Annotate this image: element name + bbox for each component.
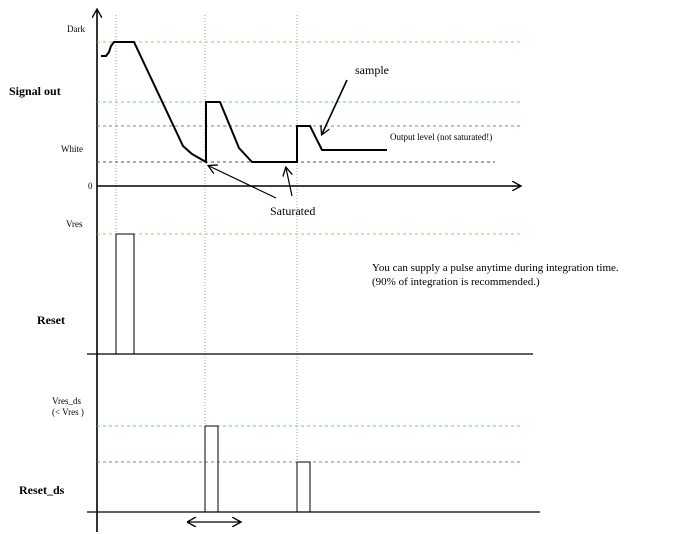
sample-arrow (322, 79, 348, 134)
reset-ds-pulse-1 (204, 425, 219, 512)
saturated-arrow-2 (286, 168, 293, 197)
output-level-label: Output level (not saturated!) (390, 132, 492, 142)
dark-label: Dark (67, 24, 85, 34)
vres-ds-label: Vres_ds (52, 396, 81, 406)
reset-ds-label: Reset_ds (19, 483, 65, 497)
note-line-2: (90% of integration is recommended.) (372, 276, 540, 288)
signal-waveform (101, 41, 387, 164)
sample-label: sample (355, 63, 389, 77)
saturated-arrow-1 (209, 166, 277, 199)
reset-ds-pulse-2 (296, 461, 311, 512)
vres-label: Vres (66, 219, 83, 229)
signal-out-label: Signal out (9, 84, 61, 98)
reset-pulse (115, 233, 135, 354)
vres-ds-note: (< Vres ) (52, 407, 84, 417)
zero-label: 0 (88, 181, 93, 191)
saturated-label: Saturated (270, 204, 315, 218)
note-line-1: You can supply a pulse anytime during in… (372, 262, 619, 274)
white-label: White (61, 144, 83, 154)
reset-label: Reset (37, 313, 65, 327)
